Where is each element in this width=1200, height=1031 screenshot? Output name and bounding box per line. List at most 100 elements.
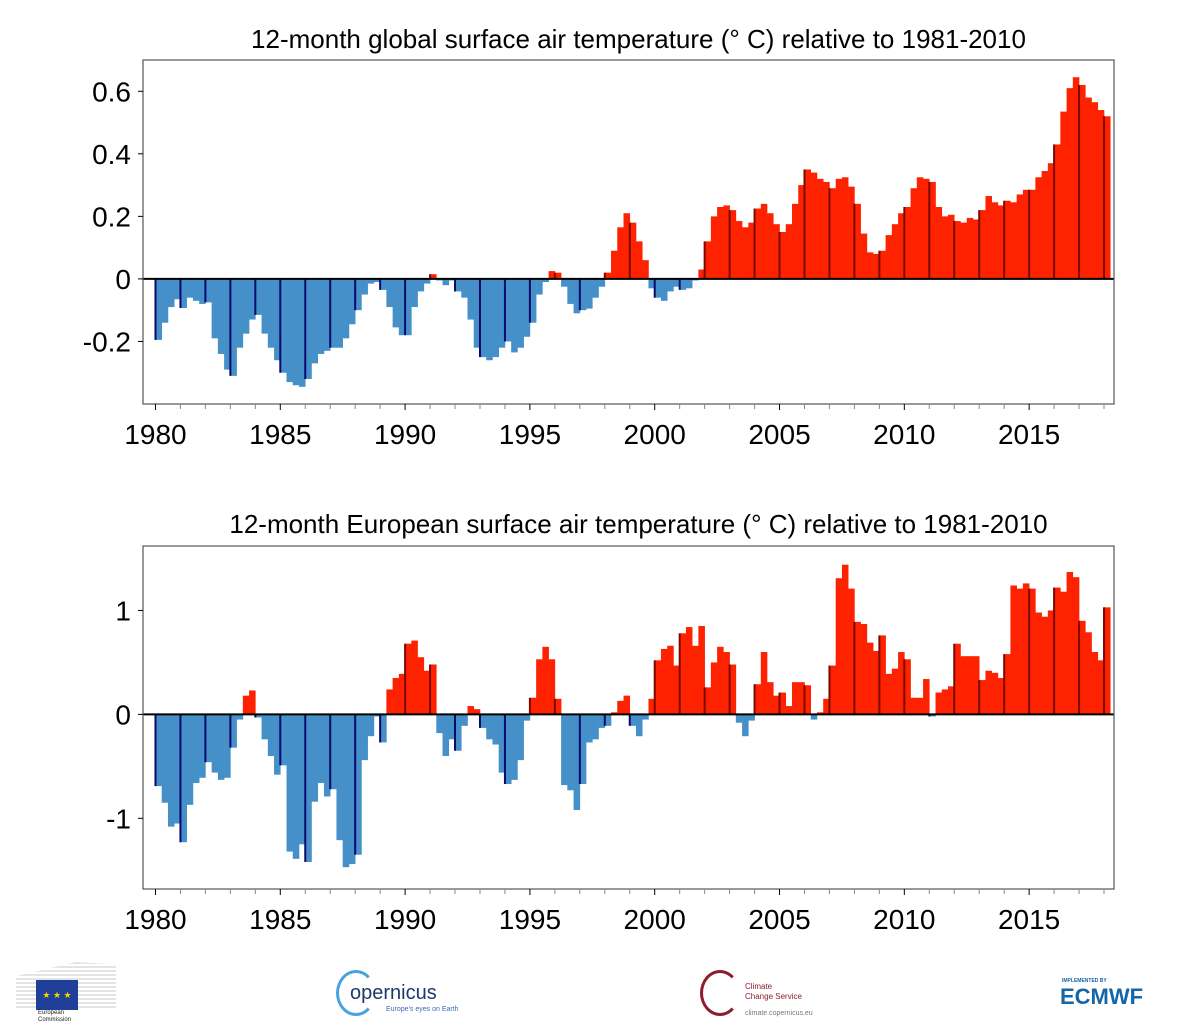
- bar: [735, 714, 743, 723]
- year-end-bar: [154, 714, 157, 787]
- bar: [486, 714, 493, 740]
- bar: [579, 714, 587, 785]
- year-end-bar: [254, 714, 257, 718]
- y-tick-label: 0.2: [92, 201, 131, 232]
- bar: [916, 697, 924, 715]
- year-end-bar: [953, 221, 956, 279]
- bar: [155, 278, 163, 340]
- bar: [972, 219, 980, 279]
- bar: [1016, 194, 1024, 279]
- bar: [979, 680, 986, 715]
- year-end-bar: [528, 697, 531, 715]
- year-end-bar: [179, 278, 182, 308]
- bar: [217, 278, 225, 354]
- bar: [479, 278, 487, 358]
- bar: [773, 224, 780, 279]
- bar: [979, 210, 986, 279]
- year-end-bar: [229, 278, 232, 376]
- year-end-bar: [154, 278, 157, 340]
- bar: [760, 203, 768, 279]
- year-end-bar: [553, 272, 556, 279]
- bar: [1029, 189, 1036, 279]
- year-end-bar: [878, 250, 881, 279]
- bar: [717, 206, 724, 279]
- year-end-bar: [703, 241, 706, 279]
- bar: [1035, 177, 1042, 279]
- bar: [860, 623, 868, 715]
- year-end-bar: [478, 714, 481, 728]
- bar: [1072, 77, 1080, 279]
- bar: [380, 278, 387, 290]
- bar: [1010, 585, 1017, 715]
- bar: [898, 652, 905, 715]
- bar: [1029, 588, 1036, 715]
- bar: [224, 278, 231, 370]
- bar: [504, 278, 512, 342]
- bar: [417, 278, 425, 292]
- x-tick-label: 1990: [374, 904, 436, 935]
- bar: [823, 181, 830, 279]
- x-tick-label: 2005: [748, 904, 810, 935]
- bar: [261, 278, 269, 334]
- year-end-bar: [728, 210, 731, 279]
- year-end-bar: [853, 621, 856, 715]
- bar: [336, 714, 343, 841]
- bar: [561, 278, 568, 287]
- bar: [654, 278, 662, 298]
- bar: [305, 278, 312, 379]
- x-tick-label: 1980: [124, 419, 186, 450]
- bar: [592, 714, 599, 740]
- bar: [879, 250, 886, 279]
- bar: [723, 652, 730, 715]
- bar: [423, 278, 431, 284]
- bar: [498, 278, 506, 348]
- bar: [997, 205, 1005, 279]
- year-end-bar: [429, 664, 432, 715]
- bar: [960, 656, 968, 715]
- bar: [236, 714, 244, 720]
- year-end-bar: [204, 714, 207, 763]
- bar: [673, 665, 680, 715]
- year-end-bar: [454, 278, 457, 292]
- bar: [299, 714, 306, 845]
- bar: [648, 698, 656, 715]
- bar: [954, 221, 961, 279]
- bar: [885, 235, 893, 279]
- bar: [280, 714, 287, 766]
- bar: [355, 278, 362, 311]
- x-tick-label: 1985: [249, 419, 311, 450]
- bar: [405, 643, 412, 715]
- ecmwf-name: ECMWF: [1060, 984, 1144, 1009]
- bar: [785, 224, 793, 279]
- bar: [1022, 583, 1030, 715]
- copernicus-tagline: Europe's eyes on Earth: [386, 1006, 459, 1013]
- bar: [835, 578, 843, 715]
- bar: [604, 714, 612, 726]
- bar: [948, 214, 955, 279]
- bar: [1060, 591, 1067, 715]
- y-tick-label: 0: [115, 699, 131, 730]
- bar: [536, 278, 543, 295]
- year-end-bar: [803, 685, 806, 715]
- year-end-bar: [628, 222, 631, 279]
- bar: [205, 714, 212, 763]
- bar: [635, 714, 643, 737]
- bar: [536, 659, 543, 715]
- bar: [841, 177, 849, 279]
- bar: [299, 278, 306, 387]
- bar: [742, 227, 749, 279]
- year-end-bar: [953, 643, 956, 715]
- bar: [373, 278, 381, 283]
- bar: [461, 714, 468, 726]
- bar: [960, 222, 968, 279]
- bar: [586, 714, 593, 743]
- bar: [692, 645, 699, 715]
- bar: [642, 714, 649, 720]
- bar: [704, 687, 712, 715]
- bar: [155, 714, 163, 787]
- bar: [292, 714, 300, 859]
- bar: [1035, 612, 1042, 715]
- x-tick-label: 2010: [873, 419, 935, 450]
- year-end-bar: [1078, 85, 1081, 279]
- bar: [866, 642, 874, 715]
